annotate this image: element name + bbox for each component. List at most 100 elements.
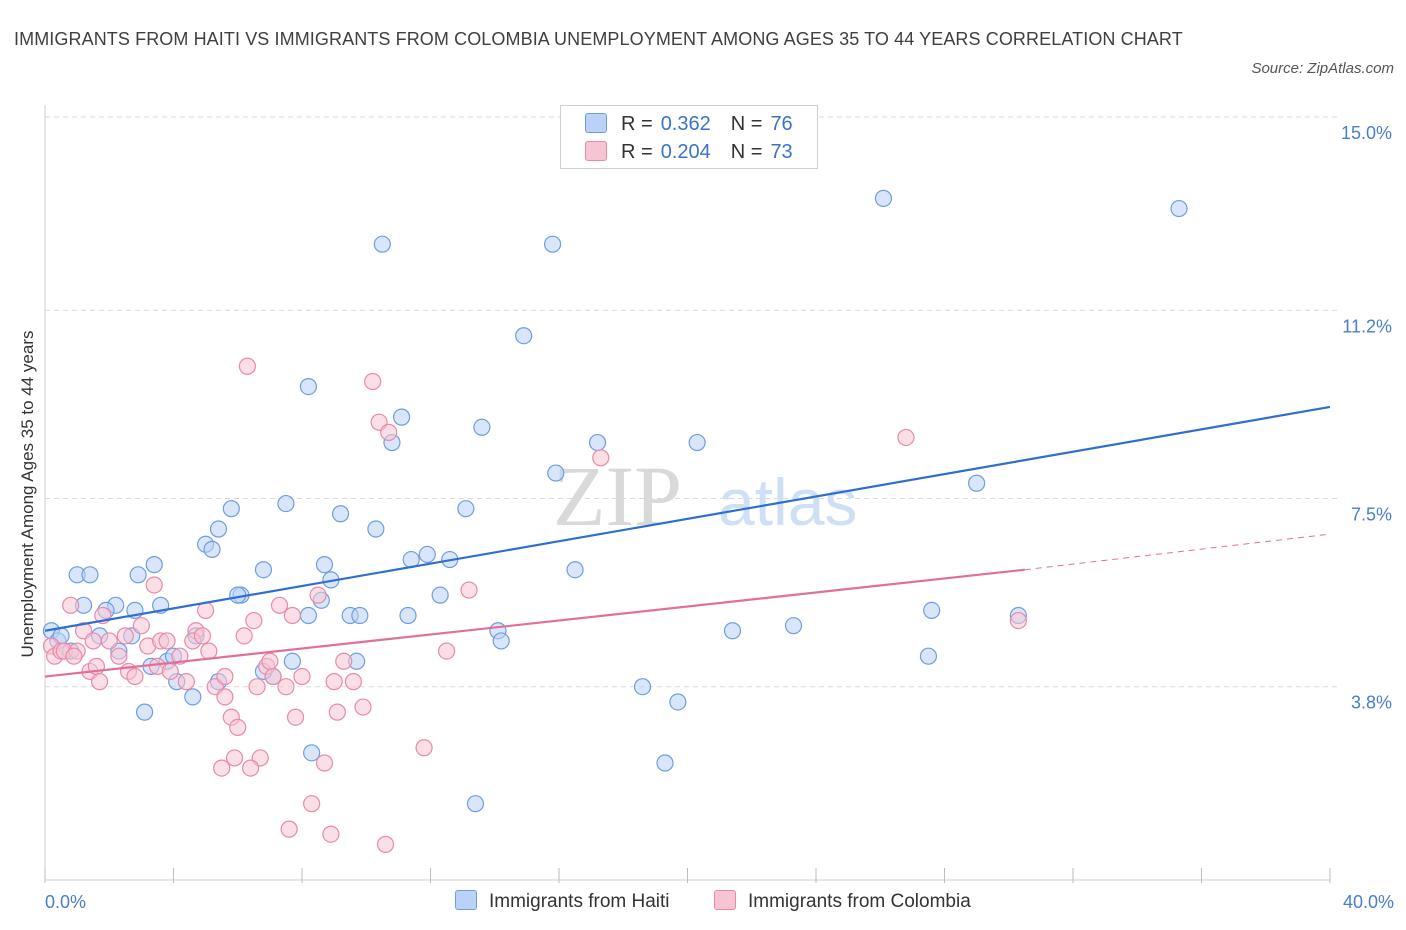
colombia-point bbox=[216, 667, 234, 686]
haiti-point bbox=[656, 754, 674, 772]
colombia-point bbox=[280, 820, 298, 838]
haiti-point bbox=[919, 647, 938, 665]
colombia-point bbox=[309, 586, 327, 604]
colombia-point bbox=[270, 596, 289, 614]
legend-r-value: 0.362 bbox=[660, 113, 711, 135]
haiti-point bbox=[299, 377, 318, 396]
haiti-point bbox=[303, 744, 321, 762]
colombia-point bbox=[328, 703, 346, 721]
colombia-point bbox=[242, 759, 260, 777]
haiti-point bbox=[399, 606, 417, 625]
colombia-point bbox=[376, 835, 395, 853]
haiti-point bbox=[209, 520, 228, 538]
watermark-zip: ZIP bbox=[553, 448, 682, 544]
haiti-point bbox=[688, 433, 706, 452]
haiti-point bbox=[81, 566, 99, 584]
colombia-point bbox=[62, 596, 80, 614]
x-tick-label: 0.0% bbox=[45, 892, 86, 912]
chart-source: Source: ZipAtlas.com bbox=[1251, 60, 1394, 77]
colombia-point bbox=[293, 667, 311, 686]
colombia-point bbox=[238, 357, 256, 375]
haiti-point bbox=[184, 688, 202, 706]
haiti-point bbox=[129, 566, 147, 584]
haiti-point bbox=[923, 601, 941, 620]
bottom-legend-swatch-colombia bbox=[714, 890, 736, 910]
haiti-point bbox=[492, 632, 510, 650]
trend-lines bbox=[44, 405, 1331, 678]
colombia-point bbox=[84, 632, 102, 650]
legend-r-label: R = bbox=[621, 113, 653, 135]
colombia-point bbox=[245, 611, 263, 630]
colombia-point bbox=[354, 698, 372, 716]
colombia-point bbox=[235, 627, 253, 645]
haiti-point bbox=[1170, 199, 1188, 218]
colombia-point bbox=[248, 678, 266, 696]
haiti-point bbox=[277, 494, 295, 513]
chart-title: IMMIGRANTS FROM HAITI VS IMMIGRANTS FROM… bbox=[14, 29, 1183, 49]
legend-n-label: N = bbox=[730, 113, 763, 135]
colombia-point bbox=[303, 795, 321, 813]
haiti-point bbox=[723, 622, 742, 640]
legend-swatch-haiti bbox=[585, 113, 607, 133]
haiti-point bbox=[457, 500, 475, 518]
legend-n-value: 73 bbox=[770, 141, 793, 163]
colombia-point bbox=[592, 449, 610, 467]
haiti-trend-line bbox=[44, 405, 1331, 632]
colombia-point bbox=[415, 739, 433, 757]
colombia-point bbox=[177, 673, 195, 691]
colombia-point bbox=[315, 754, 334, 772]
haiti-point bbox=[367, 520, 385, 538]
haiti-point bbox=[968, 474, 986, 492]
colombia-point bbox=[100, 632, 118, 650]
correlation-legend: R = 0.362 N = 76 R = 0.204 N = 73 bbox=[560, 105, 818, 169]
haiti-point bbox=[543, 235, 562, 253]
colombia-point bbox=[325, 673, 343, 691]
colombia-point bbox=[286, 708, 305, 726]
haiti-point bbox=[874, 189, 893, 207]
colombia-point bbox=[145, 576, 163, 594]
haiti-point bbox=[283, 652, 301, 670]
legend-n-value: 76 bbox=[770, 113, 793, 135]
colombia-point bbox=[91, 673, 109, 691]
legend-r-label: R = bbox=[621, 141, 653, 163]
bottom-legend-label-colombia: Immigrants from Colombia bbox=[748, 891, 971, 912]
haiti-point bbox=[418, 545, 436, 564]
haiti-point bbox=[669, 693, 687, 711]
watermark: ZIP atlas bbox=[553, 448, 857, 544]
colombia-point bbox=[161, 662, 179, 681]
colombia-point bbox=[193, 627, 212, 645]
y-tick-label: 3.8% bbox=[1351, 693, 1392, 713]
colombia-point bbox=[283, 606, 301, 625]
bottom-legend-colombia: Immigrants from Colombia bbox=[714, 890, 971, 913]
colombia-point bbox=[437, 642, 456, 660]
data-points bbox=[42, 189, 1188, 853]
haiti-point bbox=[299, 606, 318, 625]
bottom-legend-label-haiti: Immigrants from Haiti bbox=[489, 891, 670, 912]
colombia-point bbox=[126, 667, 144, 686]
legend-r-value: 0.204 bbox=[660, 141, 711, 163]
y-tick-label: 7.5% bbox=[1351, 505, 1392, 525]
colombia-trend-line bbox=[44, 568, 1025, 678]
axes bbox=[44, 105, 1331, 883]
legend-swatch-colombia bbox=[585, 141, 607, 161]
haiti-point bbox=[566, 561, 584, 579]
haiti-point bbox=[351, 606, 369, 625]
legend-n-label: N = bbox=[730, 141, 763, 163]
y-axis-title: Unemployment Among Ages 35 to 44 years bbox=[18, 331, 37, 658]
haiti-point bbox=[145, 556, 163, 574]
haiti-point bbox=[254, 561, 273, 579]
colombia-point bbox=[460, 581, 478, 599]
bottom-legend-swatch-haiti bbox=[455, 890, 477, 910]
colombia-point bbox=[116, 627, 134, 645]
bottom-legend-haiti: Immigrants from Haiti bbox=[455, 890, 670, 913]
haiti-point bbox=[466, 795, 485, 813]
colombia-point bbox=[171, 647, 189, 665]
haiti-point bbox=[515, 327, 533, 345]
legend-row-haiti: R = 0.362 N = 76 bbox=[585, 113, 793, 137]
y-tick-label: 15.0% bbox=[1341, 123, 1392, 143]
colombia-point bbox=[261, 652, 279, 670]
legend-row-colombia: R = 0.204 N = 73 bbox=[585, 141, 793, 165]
colombia-point bbox=[158, 632, 176, 650]
colombia-point bbox=[229, 718, 247, 737]
